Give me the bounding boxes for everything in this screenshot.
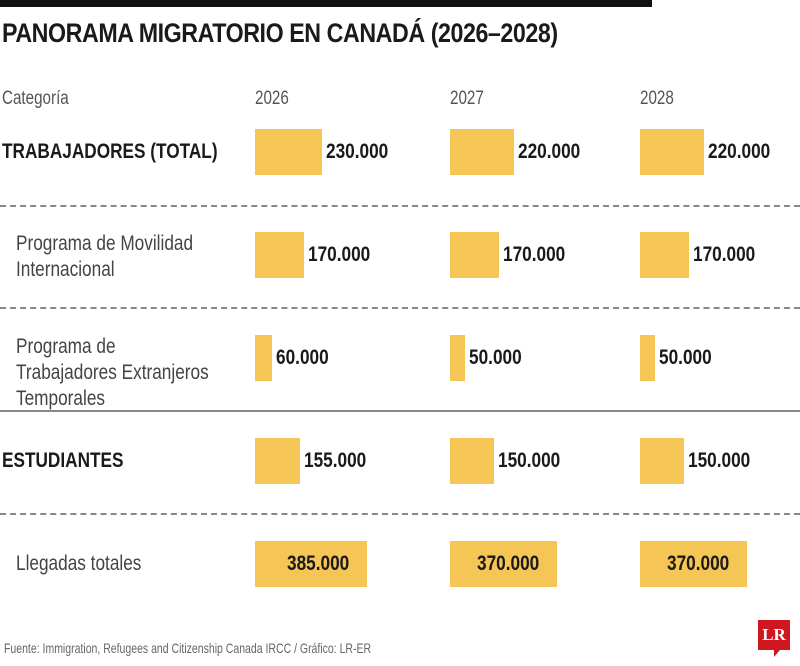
bar-2026 — [255, 541, 367, 587]
value-label: 50.000 — [659, 346, 712, 369]
value-label: 170.000 — [503, 243, 566, 266]
value-label: 220.000 — [518, 140, 581, 163]
row-divider — [0, 513, 800, 515]
bar-2028 — [640, 541, 747, 587]
header-2027: 2027 — [450, 88, 484, 109]
bar-2026 — [255, 335, 272, 381]
bar-2027 — [450, 438, 494, 484]
value-label: 370.000 — [667, 552, 730, 575]
header-category: Categoría — [2, 88, 69, 109]
bar-2027 — [450, 232, 499, 278]
row-divider — [0, 410, 800, 412]
bar-2028 — [640, 129, 704, 175]
value-label: 170.000 — [308, 243, 371, 266]
value-label: 385.000 — [287, 552, 350, 575]
bar-2026 — [255, 129, 322, 175]
bar-2028 — [640, 232, 689, 278]
row-label: Programa de Movilidad Internacional — [16, 232, 194, 281]
value-label: 370.000 — [477, 552, 540, 575]
logo-text: LR — [762, 625, 786, 644]
value-label: 220.000 — [708, 140, 771, 163]
bar-2028 — [640, 335, 655, 381]
lr-logo: LR — [758, 620, 790, 657]
value-label: 50.000 — [469, 346, 522, 369]
source-footer: Fuente: Immigration, Refugees and Citize… — [4, 640, 372, 656]
value-label: 150.000 — [498, 449, 561, 472]
row-divider — [0, 205, 800, 207]
bar-2026 — [255, 438, 300, 484]
row-label: TRABAJADORES (TOTAL) — [2, 140, 218, 163]
bar-2027 — [450, 335, 465, 381]
value-label: 230.000 — [326, 140, 389, 163]
value-label: 155.000 — [304, 449, 367, 472]
value-label: 60.000 — [276, 346, 329, 369]
value-label: 170.000 — [693, 243, 756, 266]
header-2026: 2026 — [255, 88, 289, 109]
row-label: Llegadas totales — [16, 552, 142, 575]
value-label: 150.000 — [688, 449, 751, 472]
row-label: Programa de Trabajadores Extranjeros Tem… — [16, 335, 209, 410]
bar-2026 — [255, 232, 304, 278]
bar-2027 — [450, 541, 557, 587]
row-divider — [0, 307, 800, 309]
bar-2027 — [450, 129, 514, 175]
header-2028: 2028 — [640, 88, 674, 109]
top-bar — [0, 0, 652, 7]
row-label: ESTUDIANTES — [2, 449, 124, 472]
chart-title: PANORAMA MIGRATORIO EN CANADÁ (2026–2028… — [2, 18, 558, 48]
bar-2028 — [640, 438, 684, 484]
